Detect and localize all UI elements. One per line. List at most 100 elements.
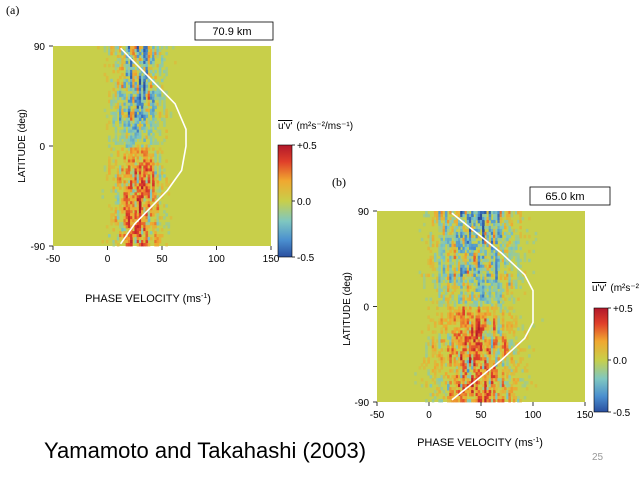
b-heatmap-cell (447, 357, 450, 361)
a-heatmap-cell (112, 96, 116, 101)
b-heatmap-cell (512, 297, 516, 301)
a-heatmap-cell (149, 69, 153, 74)
a-heatmap-cell (114, 51, 118, 56)
a-heatmap-cell (154, 96, 157, 101)
a-heatmap-cell (152, 46, 155, 50)
b-heatmap-cell (519, 399, 522, 403)
b-heatmap-cell (440, 243, 444, 248)
b-heatmap-cell (431, 348, 435, 352)
b-heatmap-cell (508, 234, 511, 239)
a-heatmap-cell (156, 54, 160, 59)
b-heatmap-cell (512, 396, 516, 400)
b-heatmap-cell (444, 348, 448, 352)
b-heatmap-cell (499, 390, 503, 394)
b-heatmap-cell (464, 291, 468, 295)
a-heatmap-cell (136, 207, 140, 211)
a-heatmap-cell (156, 228, 160, 232)
b-heatmap-cell (449, 211, 452, 215)
b-heatmap-cell (503, 339, 507, 343)
b-heatmap-cell (482, 264, 485, 269)
a-heatmap-cell (125, 135, 129, 139)
panel-a-colorbar-quantity: u'v' (278, 121, 292, 132)
a-heatmap-cell (141, 216, 144, 220)
b-heatmap-cell (503, 336, 507, 340)
a-heatmap-cell (160, 78, 164, 83)
b-heatmap-cell (471, 303, 474, 307)
a-heatmap-cell (127, 66, 131, 71)
b-heatmap-cell (475, 351, 479, 355)
b-heatmap-cell (444, 363, 448, 367)
b-heatmap-cell (442, 255, 446, 260)
b-heatmap-cell (455, 219, 459, 224)
b-heatmap-cell (523, 381, 527, 385)
b-heatmap-cell (468, 228, 472, 233)
a-heatmap-cell (147, 243, 151, 247)
a-heatmap-cell (105, 126, 109, 130)
a-heatmap-cell (127, 195, 131, 199)
b-heatmap-cell (514, 255, 518, 260)
panel-b: (b) 65.0 km 900-90 -50 0 50 100 150 LATITUDE… (332, 175, 640, 449)
b-heatmap-cell (438, 354, 441, 358)
a-heatmap-cell (143, 162, 146, 166)
b-heatmap-cell (468, 360, 472, 364)
a-heatmap-cell (158, 222, 162, 226)
b-heatmap-cell (418, 366, 422, 370)
a-heatmap-cell (123, 195, 127, 199)
b-heatmap-cell (514, 282, 518, 287)
b-heatmap-cell (464, 270, 468, 275)
b-heatmap-cell (458, 231, 461, 236)
a-heatmap-cell (145, 231, 149, 235)
b-heatmap-cell (523, 258, 527, 263)
b-heatmap-cell (488, 357, 492, 361)
b-heatmap-cell (486, 300, 490, 304)
b-heatmap-cell (433, 219, 437, 224)
a-heatmap-cell (132, 144, 135, 148)
a-heatmap-cell (116, 81, 120, 86)
a-heatmap-cell (136, 201, 140, 205)
b-heatmap-cell (471, 399, 474, 403)
a-heatmap-cell (123, 159, 127, 163)
b-heatmap-cell (497, 297, 501, 301)
a-heatmap-cell (125, 87, 129, 92)
b-heatmap-cell (490, 225, 494, 230)
b-heatmap-cell (473, 258, 476, 263)
b-heatmap-cell (523, 252, 527, 257)
b-heatmap-cell (425, 348, 428, 352)
b-heatmap-cell (525, 336, 529, 340)
a-heatmap-cell (134, 54, 138, 59)
b-heatmap-cell (493, 375, 496, 379)
a-heatmap-cell (145, 213, 149, 217)
b-heatmap-cell (418, 228, 422, 233)
a-heatmap-cell (145, 66, 149, 71)
b-heatmap-cell (495, 252, 498, 257)
b-heatmap-cell (490, 333, 494, 337)
b-heatmap-cell (451, 339, 455, 343)
b-heatmap-cell (466, 270, 470, 275)
b-heatmap-cell (510, 228, 514, 233)
b-heatmap-cell (460, 279, 463, 284)
a-heatmap-cell (130, 60, 133, 65)
a-heatmap-cell (143, 90, 146, 95)
a-heatmap-cell (141, 189, 144, 193)
b-heatmap-cell (440, 279, 444, 284)
a-heatmap-cell (141, 87, 144, 92)
b-heatmap-cell (497, 258, 501, 263)
a-heatmap-cell (112, 228, 116, 232)
b-heatmap-cell (455, 285, 459, 289)
b-heatmap-cell (427, 306, 430, 310)
a-heatmap-cell (156, 240, 160, 244)
b-heatmap-cell (447, 234, 450, 239)
a-heatmap-cell (143, 54, 146, 59)
b-heatmap-cell (458, 219, 461, 224)
b-heatmap-cell (488, 321, 492, 325)
b-heatmap-cell (442, 300, 446, 304)
a-heatmap-cell (143, 174, 146, 178)
b-heatmap-cell (460, 222, 463, 227)
b-heatmap-cell (464, 321, 468, 325)
b-heatmap-cell (517, 258, 520, 263)
b-heatmap-cell (451, 276, 455, 281)
a-heatmap-cell (156, 183, 160, 187)
a-heatmap-cell (132, 96, 135, 101)
a-heatmap-cell (143, 231, 146, 235)
a-heatmap-cell (136, 222, 140, 226)
